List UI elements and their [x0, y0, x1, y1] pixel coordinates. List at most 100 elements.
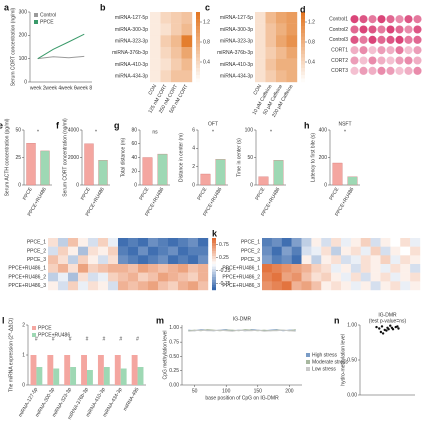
cell [158, 255, 169, 265]
cell [171, 47, 182, 59]
colorbar-step [301, 12, 305, 16]
cell [68, 246, 79, 256]
cell [188, 272, 199, 282]
cell [370, 272, 381, 282]
cell [181, 12, 193, 24]
colorbar-label: 1.2 [203, 19, 210, 25]
colorbar-step [212, 284, 216, 288]
row-label: miRNA-434-3p [220, 73, 253, 79]
y-axis-label: CpG methylation level [162, 331, 168, 380]
colorbar-label: -0.75 [219, 281, 231, 287]
chart-title: IG-DMR [233, 316, 252, 322]
cell [178, 246, 189, 256]
cell [410, 238, 421, 247]
dot [377, 46, 386, 55]
cell [78, 238, 89, 247]
dot [359, 35, 368, 44]
cell [48, 264, 59, 273]
panel-letter: c [205, 2, 210, 12]
annotation: * [344, 129, 346, 135]
colorbar-step [196, 54, 200, 58]
legend-swatch [34, 13, 38, 17]
cell [331, 246, 342, 256]
point [379, 330, 383, 334]
cell [181, 58, 193, 71]
dot [359, 56, 368, 65]
cell [160, 35, 172, 48]
cell [58, 255, 69, 265]
colorbar-step [196, 15, 200, 20]
cell [390, 255, 401, 265]
cell [331, 264, 342, 273]
row-label: miRNA-300-3p [220, 27, 253, 33]
cell [341, 281, 352, 291]
bar [84, 143, 94, 186]
cell [108, 264, 119, 273]
colorbar-step [212, 245, 216, 249]
cell [88, 246, 99, 256]
cell [390, 246, 401, 256]
cell [108, 238, 119, 247]
cell [78, 255, 89, 265]
colorbar-step [196, 33, 200, 37]
dot [404, 15, 413, 24]
colorbar-step [196, 68, 200, 72]
bar [258, 176, 269, 186]
y-tick-label: 100 [19, 56, 28, 62]
cell [178, 281, 189, 291]
cell [150, 47, 161, 59]
cell [188, 281, 199, 291]
dot [413, 66, 422, 75]
cell [188, 255, 199, 265]
point [380, 325, 384, 328]
dot [368, 66, 377, 75]
cell [171, 23, 182, 36]
colorbar-label: -0.25 [219, 268, 231, 274]
cell [271, 264, 282, 273]
cell [301, 281, 312, 291]
cell [380, 255, 391, 265]
dot [386, 66, 395, 75]
annotation: # [35, 336, 38, 342]
cell [291, 281, 302, 291]
dot [377, 25, 386, 34]
cell [198, 281, 209, 291]
colorbar-step [301, 75, 305, 79]
cell [108, 246, 119, 256]
bar [47, 355, 54, 385]
colorbar-step [301, 15, 305, 20]
colorbar-label: 0.8 [203, 39, 210, 45]
cell [262, 272, 273, 282]
panel-letter: n [334, 315, 340, 325]
cell [286, 12, 298, 24]
point [375, 325, 378, 329]
x-tick-label: 200 [285, 388, 294, 394]
y-axis-label: Serum CORT concentration (ng/ml) [62, 118, 68, 197]
cell [286, 47, 298, 59]
dot [395, 46, 404, 55]
dot [368, 35, 377, 44]
cell [360, 255, 371, 265]
dot [404, 25, 413, 34]
bar [137, 367, 144, 385]
colorbar-label: 0.25 [219, 255, 229, 261]
cell [265, 70, 277, 83]
colorbar-step [301, 22, 305, 27]
row-label: miRNA-410-3p [115, 62, 148, 68]
cell [301, 246, 312, 256]
cell [98, 246, 109, 256]
dot [404, 66, 413, 75]
cell [148, 272, 159, 282]
panel-letter: k [212, 228, 218, 238]
cell [281, 272, 292, 282]
colorbar-step [212, 277, 216, 280]
cell [350, 272, 361, 282]
col-label: CON [252, 83, 263, 96]
cell [158, 238, 169, 247]
row-label: miRNA-323-3p [220, 38, 253, 44]
cell [150, 35, 161, 48]
cell [380, 272, 391, 282]
colorbar-step [301, 71, 305, 76]
colorbar-step [196, 43, 200, 48]
y-tick-label: 0 [24, 79, 27, 85]
